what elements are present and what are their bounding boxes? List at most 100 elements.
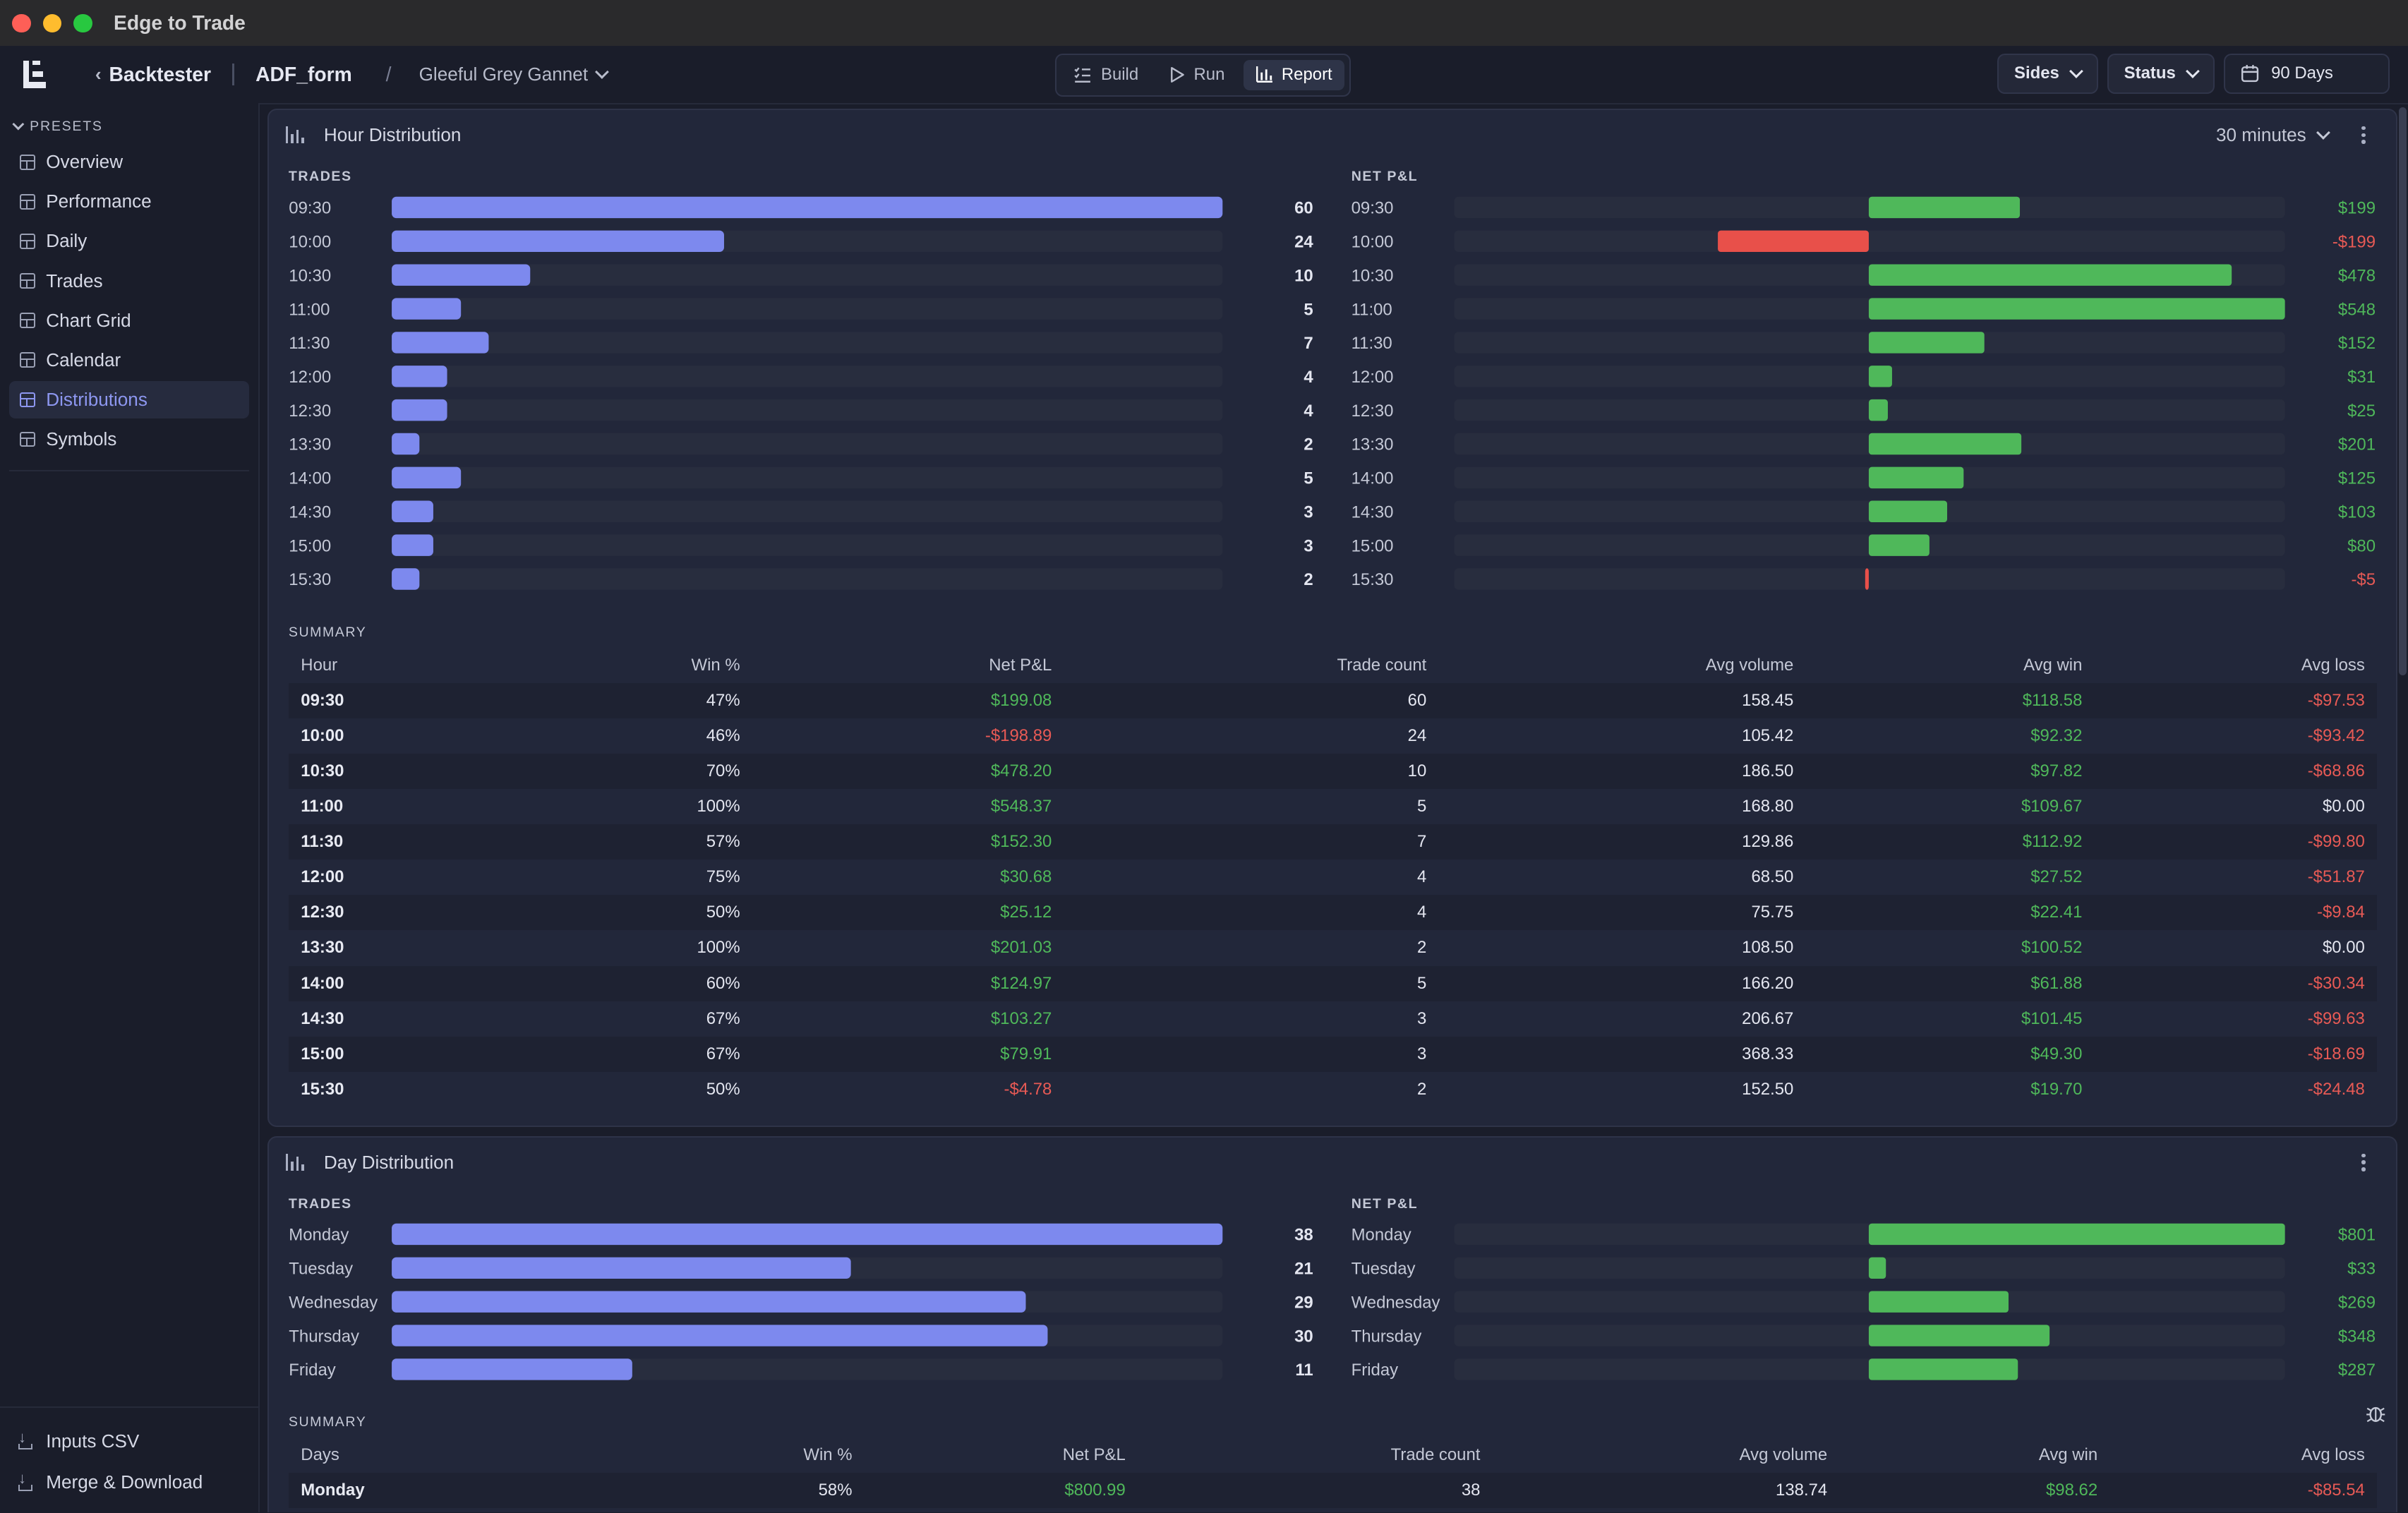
- layout-icon: [20, 234, 36, 249]
- table-cell: $478.20: [752, 754, 1064, 790]
- interval-selector[interactable]: 30 minutes: [2215, 124, 2330, 146]
- close-window-button[interactable]: [12, 13, 31, 32]
- sidebar-item-label: Performance: [46, 191, 152, 212]
- bar-track: [391, 399, 1222, 421]
- maximize-window-button[interactable]: [73, 13, 92, 32]
- date-range-button[interactable]: 90 Days: [2223, 54, 2390, 94]
- column-header[interactable]: Hour: [301, 656, 338, 675]
- trades-bar: [391, 433, 419, 454]
- table-cell: 138.74: [1492, 1472, 1840, 1508]
- column-header[interactable]: Net P&L: [989, 656, 1052, 675]
- preset-selector[interactable]: Gleeful Grey Gannet: [419, 64, 609, 85]
- category-label: Thursday: [289, 1327, 359, 1346]
- column-header[interactable]: Avg win: [2038, 1445, 2098, 1464]
- column-header[interactable]: Days: [301, 1445, 339, 1464]
- report-tab[interactable]: Report: [1243, 59, 1345, 91]
- sidebar-item-daily[interactable]: Daily: [9, 223, 248, 260]
- more-options-icon[interactable]: [2356, 123, 2371, 147]
- trades-bar: [391, 230, 724, 252]
- app-logo-icon[interactable]: [18, 56, 55, 92]
- pnl-value-label: $199: [2338, 198, 2376, 217]
- more-options-icon[interactable]: [2356, 1150, 2371, 1175]
- trades-value-label: 3: [1304, 536, 1313, 555]
- column-header[interactable]: Avg volume: [1705, 656, 1794, 675]
- preset-name-label: Gleeful Grey Gannet: [419, 64, 589, 85]
- run-tab[interactable]: Run: [1157, 60, 1237, 91]
- back-to-backtester-button[interactable]: ‹ Backtester: [95, 63, 211, 86]
- category-label: Monday: [289, 1226, 349, 1245]
- column-header[interactable]: Net P&L: [1062, 1445, 1126, 1464]
- panel-header: Day Distribution: [269, 1138, 2396, 1187]
- pnl-value-label: $348: [2338, 1327, 2376, 1346]
- chevron-left-icon: ‹: [95, 64, 102, 85]
- column-header[interactable]: Trade count: [1337, 656, 1427, 675]
- table-cell: 67%: [480, 1036, 753, 1072]
- pnl-bar: [1868, 1358, 2018, 1381]
- table-cell: 108.50: [1438, 930, 1806, 966]
- table-cell: 129.86: [1438, 824, 1806, 860]
- layout-icon: [20, 273, 36, 289]
- sides-filter-button[interactable]: Sides: [1997, 54, 2098, 94]
- calendar-icon: [2241, 65, 2258, 83]
- table-cell: -$9.84: [2094, 895, 2378, 931]
- category-label: 10:00: [1352, 232, 1394, 251]
- pnl-value-label: $125: [2338, 469, 2376, 488]
- day-distribution-panel: Day Distribution TRADES NET P&L Monday 38…: [267, 1136, 2397, 1513]
- trades-bar: [391, 365, 447, 387]
- table-cell: 60%: [480, 965, 753, 1001]
- table-cell: 50%: [480, 1071, 753, 1107]
- status-filter-button[interactable]: Status: [2107, 54, 2215, 94]
- category-label: Friday: [289, 1361, 336, 1380]
- column-header[interactable]: Avg loss: [2301, 656, 2365, 675]
- table-row: 15:30 50% -$4.78 2 152.50 $19.70 -$24.48: [288, 1071, 2378, 1107]
- sidebar-item-performance[interactable]: Performance: [9, 183, 248, 220]
- trades-value-label: 60: [1294, 198, 1313, 217]
- sidebar-item-calendar[interactable]: Calendar: [9, 342, 248, 378]
- interval-label: 30 minutes: [2215, 124, 2306, 146]
- category-label: 15:00: [289, 536, 331, 555]
- presets-section-toggle[interactable]: PRESETS: [12, 118, 258, 135]
- table-cell: 70%: [480, 754, 753, 790]
- table-cell: 166.20: [1438, 965, 1806, 1001]
- column-header[interactable]: Avg win: [2023, 656, 2083, 675]
- pnl-bar: [1868, 433, 2022, 454]
- column-header[interactable]: Trade count: [1390, 1445, 1481, 1464]
- table-cell: $0.00: [2094, 930, 2378, 966]
- scrollbar[interactable]: [2398, 107, 2407, 676]
- table-cell: -$99.63: [2094, 1001, 2378, 1037]
- merge-download-button[interactable]: Merge & Download: [17, 1462, 258, 1504]
- category-label: Tuesday: [1352, 1260, 1416, 1279]
- column-header[interactable]: Avg volume: [1739, 1445, 1828, 1464]
- sidebar-item-distributions[interactable]: Distributions: [9, 381, 249, 418]
- bar-track: [391, 466, 1222, 488]
- column-header[interactable]: Avg loss: [2301, 1445, 2365, 1464]
- sidebar-item-chart-grid[interactable]: Chart Grid: [9, 302, 248, 339]
- trades-bar: [391, 1325, 1048, 1347]
- pnl-value-label: -$199: [2332, 232, 2376, 251]
- summary-section-label: SUMMARY: [288, 1413, 367, 1430]
- build-tab[interactable]: Build: [1061, 60, 1150, 91]
- inputs-csv-button[interactable]: Inputs CSV: [17, 1421, 258, 1462]
- pnl-bar: [1868, 196, 2021, 218]
- pnl-bar: [1868, 500, 1948, 522]
- minimize-window-button[interactable]: [42, 13, 62, 32]
- sides-filter-label: Sides: [2014, 64, 2059, 83]
- sidebar-item-label: Distributions: [46, 388, 148, 410]
- sidebar-item-trades[interactable]: Trades: [9, 263, 248, 299]
- bar-track: [391, 567, 1222, 590]
- table-cell: 4: [1064, 860, 1439, 896]
- category-label: 11:30: [289, 334, 330, 353]
- column-header[interactable]: Win %: [691, 656, 740, 675]
- pnl-bar: [1868, 1291, 2009, 1313]
- sidebar-item-symbols[interactable]: Symbols: [9, 421, 248, 457]
- table-cell: $199.08: [752, 683, 1064, 719]
- column-header[interactable]: Win %: [803, 1445, 853, 1464]
- sidebar-item-overview[interactable]: Overview: [9, 144, 248, 181]
- run-tab-label: Run: [1193, 65, 1225, 85]
- panel-header: Hour Distribution 30 minutes: [269, 110, 2396, 159]
- pnl-value-label: $31: [2347, 368, 2376, 387]
- table-cell: -$85.54: [2109, 1472, 2378, 1508]
- table-cell: -$30.34: [2094, 965, 2378, 1001]
- table-cell: 206.67: [1438, 1001, 1806, 1037]
- bug-report-icon[interactable]: [2356, 1393, 2396, 1433]
